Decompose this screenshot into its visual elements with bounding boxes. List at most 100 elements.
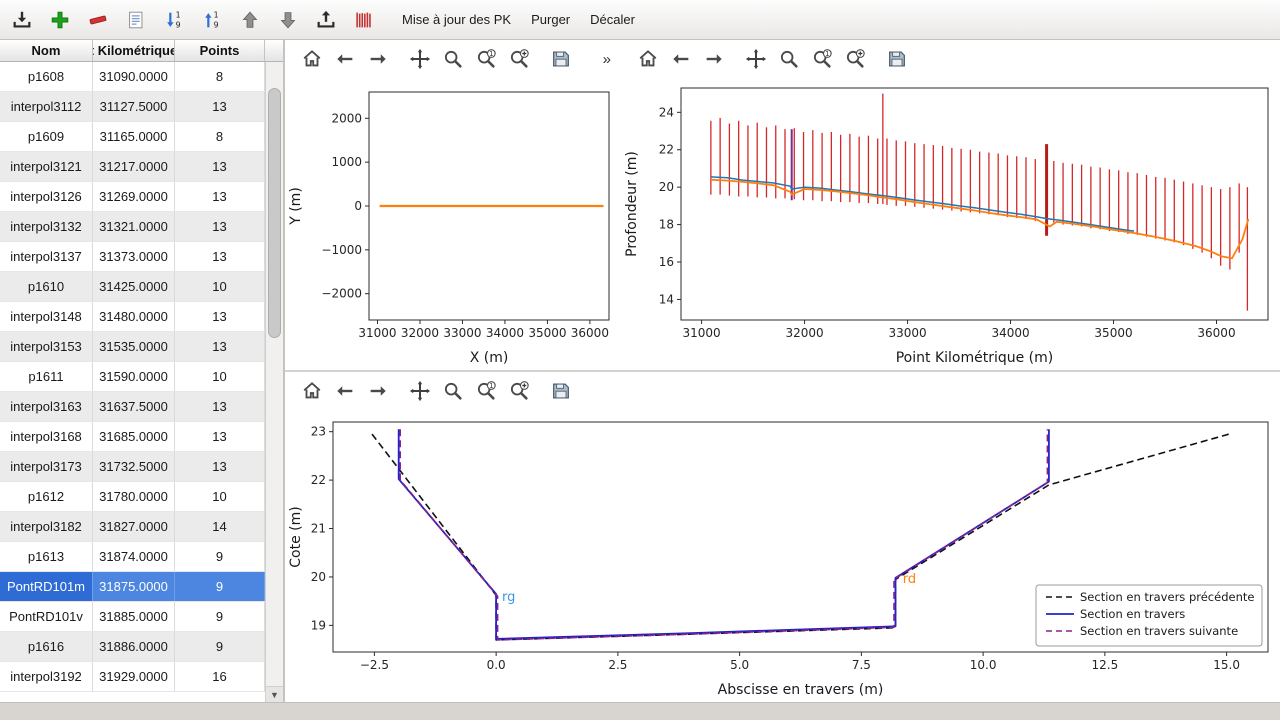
pk-cell[interactable]: 31886.0000	[93, 632, 175, 661]
menu-mise-a-jour-pk[interactable]: Mise à jour des PK	[402, 12, 512, 27]
zoom-button[interactable]	[776, 46, 802, 72]
forward-button[interactable]	[701, 46, 727, 72]
column-header-points[interactable]: Points	[175, 40, 265, 61]
points-cell[interactable]: 13	[175, 302, 265, 331]
table-row[interactable]: interpol3112 31127.5000 13	[0, 92, 283, 122]
pk-cell[interactable]: 31217.0000	[93, 152, 175, 181]
table-row[interactable]: interpol3121 31217.0000 13	[0, 152, 283, 182]
pk-cell[interactable]: 31780.0000	[93, 482, 175, 511]
name-cell[interactable]: interpol3112	[0, 92, 93, 121]
forward-button[interactable]	[365, 46, 391, 72]
name-cell[interactable]: interpol3192	[0, 662, 93, 691]
name-cell[interactable]: interpol3148	[0, 302, 93, 331]
points-cell[interactable]: 9	[175, 572, 265, 601]
points-cell[interactable]: 9	[175, 542, 265, 571]
points-cell[interactable]: 8	[175, 62, 265, 91]
zoom-button[interactable]	[440, 46, 466, 72]
name-cell[interactable]: p1613	[0, 542, 93, 571]
home-button[interactable]	[299, 378, 325, 404]
table-row[interactable]: p1611 31590.0000 10	[0, 362, 283, 392]
name-cell[interactable]: p1610	[0, 272, 93, 301]
pk-cell[interactable]: 31321.0000	[93, 212, 175, 241]
pan-button[interactable]	[407, 46, 433, 72]
name-cell[interactable]: PontRD101m	[0, 572, 93, 601]
pk-cell[interactable]: 31732.5000	[93, 452, 175, 481]
name-cell[interactable]: interpol3121	[0, 152, 93, 181]
menu-decaler[interactable]: Décaler	[590, 12, 635, 27]
name-cell[interactable]: interpol3163	[0, 392, 93, 421]
points-cell[interactable]: 14	[175, 512, 265, 541]
pk-cell[interactable]: 31874.0000	[93, 542, 175, 571]
profiles-button[interactable]	[350, 6, 378, 34]
points-cell[interactable]: 13	[175, 212, 265, 241]
name-cell[interactable]: p1611	[0, 362, 93, 391]
zoom-button[interactable]	[440, 378, 466, 404]
table-row[interactable]: p1616 31886.0000 9	[0, 632, 283, 662]
points-cell[interactable]: 13	[175, 182, 265, 211]
points-cell[interactable]: 10	[175, 362, 265, 391]
move-down-button[interactable]	[274, 6, 302, 34]
points-cell[interactable]: 8	[175, 122, 265, 151]
name-cell[interactable]: interpol3173	[0, 452, 93, 481]
back-button[interactable]	[668, 46, 694, 72]
table-row[interactable]: interpol3153 31535.0000 13	[0, 332, 283, 362]
pk-cell[interactable]: 31535.0000	[93, 332, 175, 361]
pk-cell[interactable]: 31127.5000	[93, 92, 175, 121]
table-row[interactable]: interpol3192 31929.0000 16	[0, 662, 283, 692]
points-cell[interactable]: 13	[175, 332, 265, 361]
points-cell[interactable]: 13	[175, 242, 265, 271]
pk-cell[interactable]: 31269.0000	[93, 182, 175, 211]
move-up-button[interactable]	[236, 6, 264, 34]
points-cell[interactable]: 13	[175, 152, 265, 181]
scrollbar-down-button[interactable]: ▼	[266, 686, 283, 702]
column-header-point-kilometrique[interactable]: t Kilométrique	[93, 40, 175, 61]
name-cell[interactable]: p1609	[0, 122, 93, 151]
pk-cell[interactable]: 31165.0000	[93, 122, 175, 151]
table-row[interactable]: interpol3168 31685.0000 13	[0, 422, 283, 452]
zoom-in-button[interactable]	[506, 46, 532, 72]
table-row[interactable]: interpol3173 31732.5000 13	[0, 452, 283, 482]
table-row[interactable]: p1609 31165.0000 8	[0, 122, 283, 152]
name-cell[interactable]: interpol3132	[0, 212, 93, 241]
name-cell[interactable]: PontRD101v	[0, 602, 93, 631]
table-row[interactable]: interpol3132 31321.0000 13	[0, 212, 283, 242]
points-cell[interactable]: 13	[175, 452, 265, 481]
save-button[interactable]	[548, 46, 574, 72]
table-row[interactable]: interpol3137 31373.0000 13	[0, 242, 283, 272]
save-button[interactable]	[548, 378, 574, 404]
home-button[interactable]	[635, 46, 661, 72]
table-scrollbar[interactable]: ▼	[265, 62, 283, 702]
points-cell[interactable]: 9	[175, 602, 265, 631]
points-cell[interactable]: 10	[175, 482, 265, 511]
table-row[interactable]: interpol3126 31269.0000 13	[0, 182, 283, 212]
points-cell[interactable]: 13	[175, 422, 265, 451]
plan-view-chart[interactable]: 31000 32000 33000 34000 35000 36000 −2000 −1000…	[285, 78, 619, 370]
home-button[interactable]	[299, 46, 325, 72]
forward-button[interactable]	[365, 378, 391, 404]
pk-cell[interactable]: 31929.0000	[93, 662, 175, 691]
name-cell[interactable]: p1608	[0, 62, 93, 91]
name-cell[interactable]: interpol3168	[0, 422, 93, 451]
points-cell[interactable]: 16	[175, 662, 265, 691]
table-row[interactable]: interpol3148 31480.0000 13	[0, 302, 283, 332]
edit-button[interactable]	[122, 6, 150, 34]
pk-cell[interactable]: 31425.0000	[93, 272, 175, 301]
table-row[interactable]: p1608 31090.0000 8	[0, 62, 283, 92]
name-cell[interactable]: p1616	[0, 632, 93, 661]
points-cell[interactable]: 13	[175, 92, 265, 121]
points-cell[interactable]: 10	[175, 272, 265, 301]
name-cell[interactable]: interpol3153	[0, 332, 93, 361]
pk-cell[interactable]: 31637.5000	[93, 392, 175, 421]
table-row[interactable]: p1612 31780.0000 10	[0, 482, 283, 512]
back-button[interactable]	[332, 378, 358, 404]
export-button[interactable]	[312, 6, 340, 34]
back-button[interactable]	[332, 46, 358, 72]
name-cell[interactable]: p1612	[0, 482, 93, 511]
table-row[interactable]: PontRD101m 31875.0000 9	[0, 572, 283, 602]
pk-cell[interactable]: 31480.0000	[93, 302, 175, 331]
longitudinal-profile-chart[interactable]: 31000 32000 33000 34000 35000 36000 14 16 18 20 22…	[621, 78, 1276, 370]
pk-cell[interactable]: 31685.0000	[93, 422, 175, 451]
table-row[interactable]: p1610 31425.0000 10	[0, 272, 283, 302]
name-cell[interactable]: interpol3182	[0, 512, 93, 541]
zoom-in-button[interactable]	[842, 46, 868, 72]
